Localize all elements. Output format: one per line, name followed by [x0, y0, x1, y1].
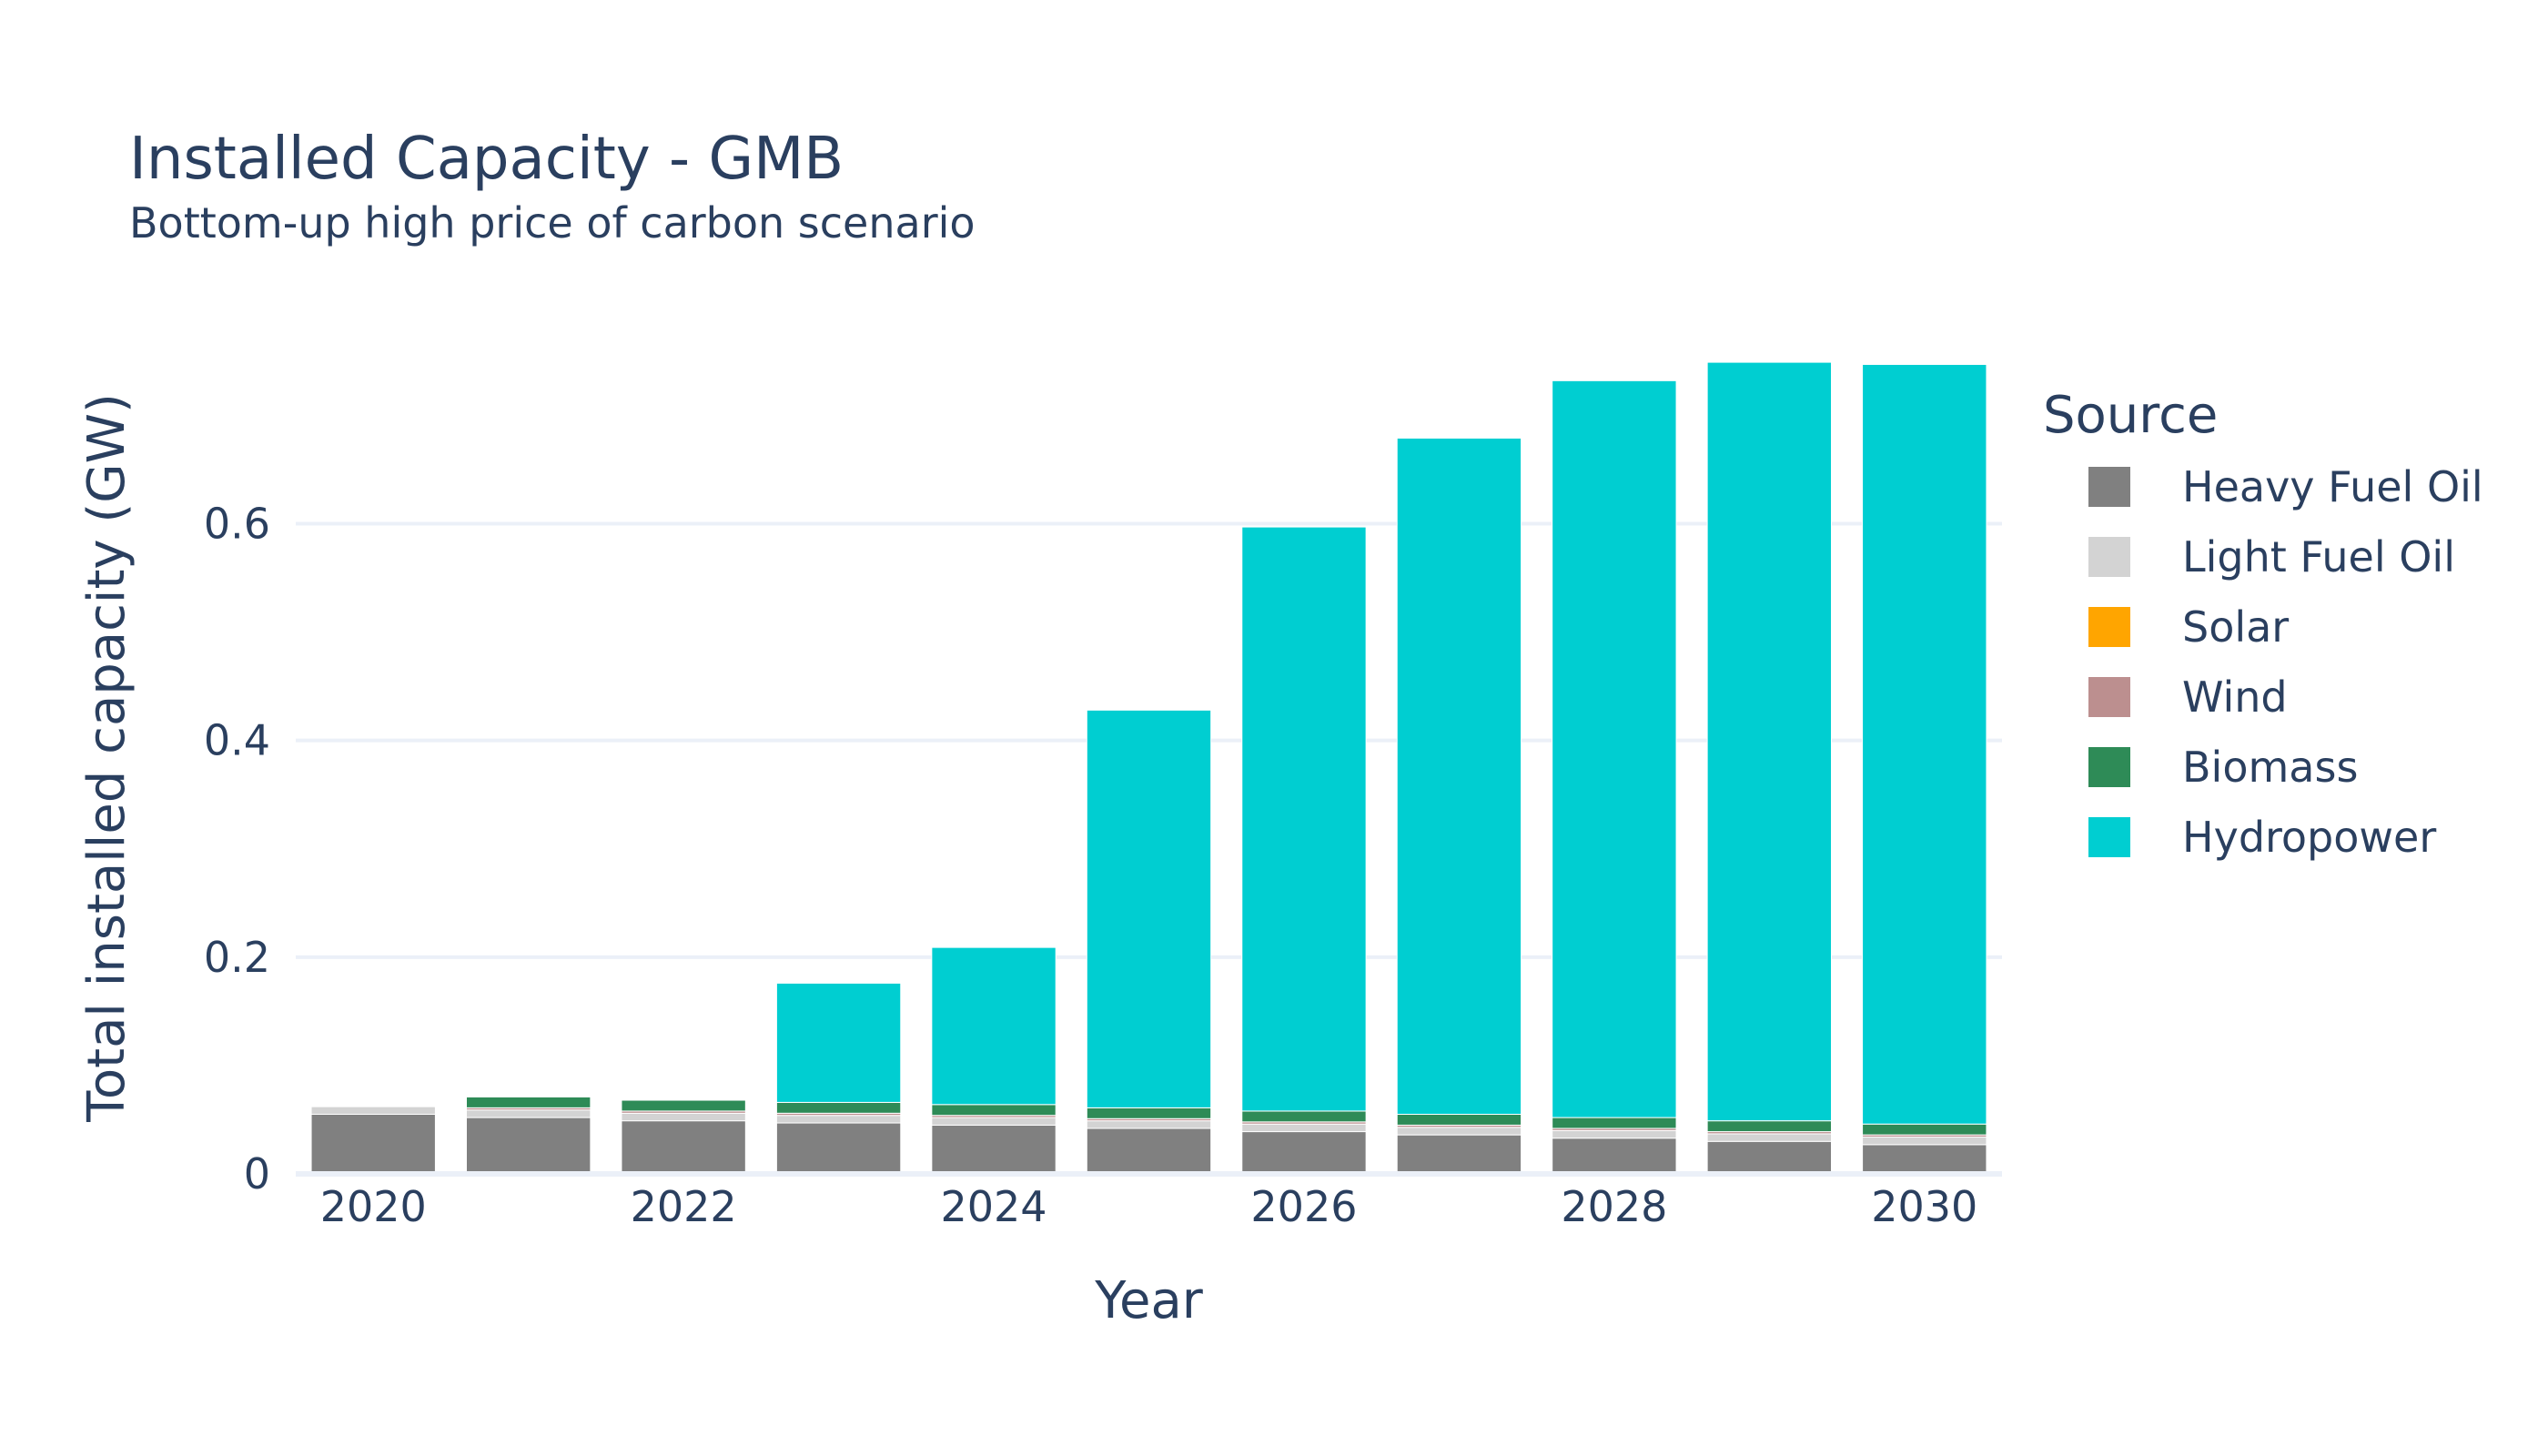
- legend-label[interactable]: Light Fuel Oil: [2182, 532, 2455, 581]
- bar-segment-biomass-2026[interactable]: [1241, 1110, 1367, 1123]
- bar-segment-light-fuel-oil-2027[interactable]: [1396, 1127, 1522, 1136]
- bar-segment-light-fuel-oil-2024[interactable]: [931, 1117, 1057, 1126]
- bar-segment-biomass-2021[interactable]: [466, 1096, 592, 1108]
- y-tick-label: 0.6: [204, 500, 270, 549]
- bar-segment-biomass-2025[interactable]: [1086, 1107, 1212, 1119]
- legend-label[interactable]: Hydropower: [2182, 813, 2436, 862]
- bar-segment-hydropower-2027[interactable]: [1396, 437, 1522, 1116]
- bar-segment-heavy-fuel-oil-2027[interactable]: [1396, 1134, 1522, 1175]
- x-tick-label: 2022: [631, 1182, 737, 1231]
- legend-swatch-wind[interactable]: [2088, 677, 2130, 717]
- bar-segment-biomass-2024[interactable]: [931, 1104, 1057, 1117]
- legend-label[interactable]: Wind: [2182, 672, 2288, 722]
- legend-title: Source: [2043, 386, 2218, 445]
- bar-segment-light-fuel-oil-2022[interactable]: [621, 1112, 746, 1122]
- chart-title: Installed Capacity - GMB: [129, 126, 844, 193]
- bar-segment-heavy-fuel-oil-2029[interactable]: [1706, 1140, 1832, 1175]
- bar-segment-heavy-fuel-oil-2020[interactable]: [310, 1114, 436, 1175]
- bar-segment-light-fuel-oil-2029[interactable]: [1706, 1133, 1832, 1142]
- bar-segment-biomass-2027[interactable]: [1396, 1114, 1522, 1126]
- bar-segment-biomass-2028[interactable]: [1552, 1117, 1677, 1129]
- bars-layer: [310, 361, 1987, 1175]
- bar-segment-heavy-fuel-oil-2025[interactable]: [1086, 1127, 1212, 1175]
- x-tick-label: 2024: [941, 1182, 1047, 1231]
- legend-swatch-solar[interactable]: [2088, 607, 2130, 647]
- legend: Source Heavy Fuel Oil Light Fuel Oil Solar…: [2043, 386, 2483, 862]
- legend-swatch-hydropower[interactable]: [2088, 817, 2130, 857]
- bar-segment-heavy-fuel-oil-2028[interactable]: [1552, 1138, 1677, 1175]
- y-tick-label: 0.4: [204, 716, 270, 765]
- x-tick-label: 2026: [1250, 1182, 1357, 1231]
- bar-segment-hydropower-2028[interactable]: [1552, 379, 1677, 1118]
- bar-segment-hydropower-2024[interactable]: [931, 946, 1057, 1106]
- bar-segment-light-fuel-oil-2026[interactable]: [1241, 1123, 1367, 1133]
- bar-segment-biomass-2030[interactable]: [1862, 1123, 1987, 1136]
- bar-segment-light-fuel-oil-2030[interactable]: [1862, 1137, 1987, 1146]
- legend-swatch-biomass[interactable]: [2088, 747, 2130, 787]
- bar-segment-biomass-2029[interactable]: [1706, 1120, 1832, 1133]
- bar-segment-hydropower-2025[interactable]: [1086, 709, 1212, 1108]
- legend-label[interactable]: Biomass: [2182, 743, 2358, 792]
- bar-segment-light-fuel-oil-2021[interactable]: [466, 1109, 592, 1118]
- legend-swatch-heavy-fuel-oil[interactable]: [2088, 467, 2130, 507]
- y-axis-title: Total installed capacity (GW): [77, 393, 136, 1123]
- bar-segment-heavy-fuel-oil-2021[interactable]: [466, 1117, 592, 1175]
- y-tick-label: 0: [244, 1149, 270, 1198]
- y-tick-label: 0.2: [204, 933, 270, 982]
- bar-segment-hydropower-2023[interactable]: [775, 982, 902, 1103]
- axis-layer: 0 0.2 0.4 0.6 2020 2022 2024 2026 2028 2030: [204, 500, 2002, 1231]
- legend-label[interactable]: Solar: [2182, 602, 2289, 652]
- bar-segment-heavy-fuel-oil-2023[interactable]: [775, 1122, 902, 1175]
- x-tick-label: 2028: [1561, 1182, 1667, 1231]
- legend-label[interactable]: Heavy Fuel Oil: [2182, 462, 2483, 511]
- bar-segment-heavy-fuel-oil-2030[interactable]: [1862, 1144, 1987, 1175]
- x-axis-title: Year: [1094, 1271, 1204, 1330]
- bar-segment-light-fuel-oil-2028[interactable]: [1552, 1129, 1677, 1139]
- x-tick-label: 2020: [320, 1182, 427, 1231]
- bar-segment-biomass-2023[interactable]: [775, 1101, 902, 1114]
- chart-subtitle: Bottom-up high price of carbon scenario: [129, 198, 976, 248]
- bar-segment-light-fuel-oil-2025[interactable]: [1086, 1120, 1212, 1129]
- x-tick-label: 2030: [1871, 1182, 1977, 1231]
- bar-segment-hydropower-2026[interactable]: [1241, 526, 1367, 1112]
- bar-segment-heavy-fuel-oil-2024[interactable]: [931, 1124, 1057, 1175]
- bar-segment-biomass-2022[interactable]: [621, 1099, 746, 1112]
- bar-segment-heavy-fuel-oil-2026[interactable]: [1241, 1131, 1367, 1175]
- bar-segment-hydropower-2029[interactable]: [1706, 361, 1832, 1122]
- legend-swatch-light-fuel-oil[interactable]: [2088, 537, 2130, 577]
- bar-segment-heavy-fuel-oil-2022[interactable]: [621, 1120, 746, 1175]
- bar-segment-hydropower-2030[interactable]: [1862, 363, 1987, 1125]
- bar-segment-light-fuel-oil-2023[interactable]: [775, 1115, 902, 1124]
- bar-segment-light-fuel-oil-2020[interactable]: [310, 1106, 436, 1116]
